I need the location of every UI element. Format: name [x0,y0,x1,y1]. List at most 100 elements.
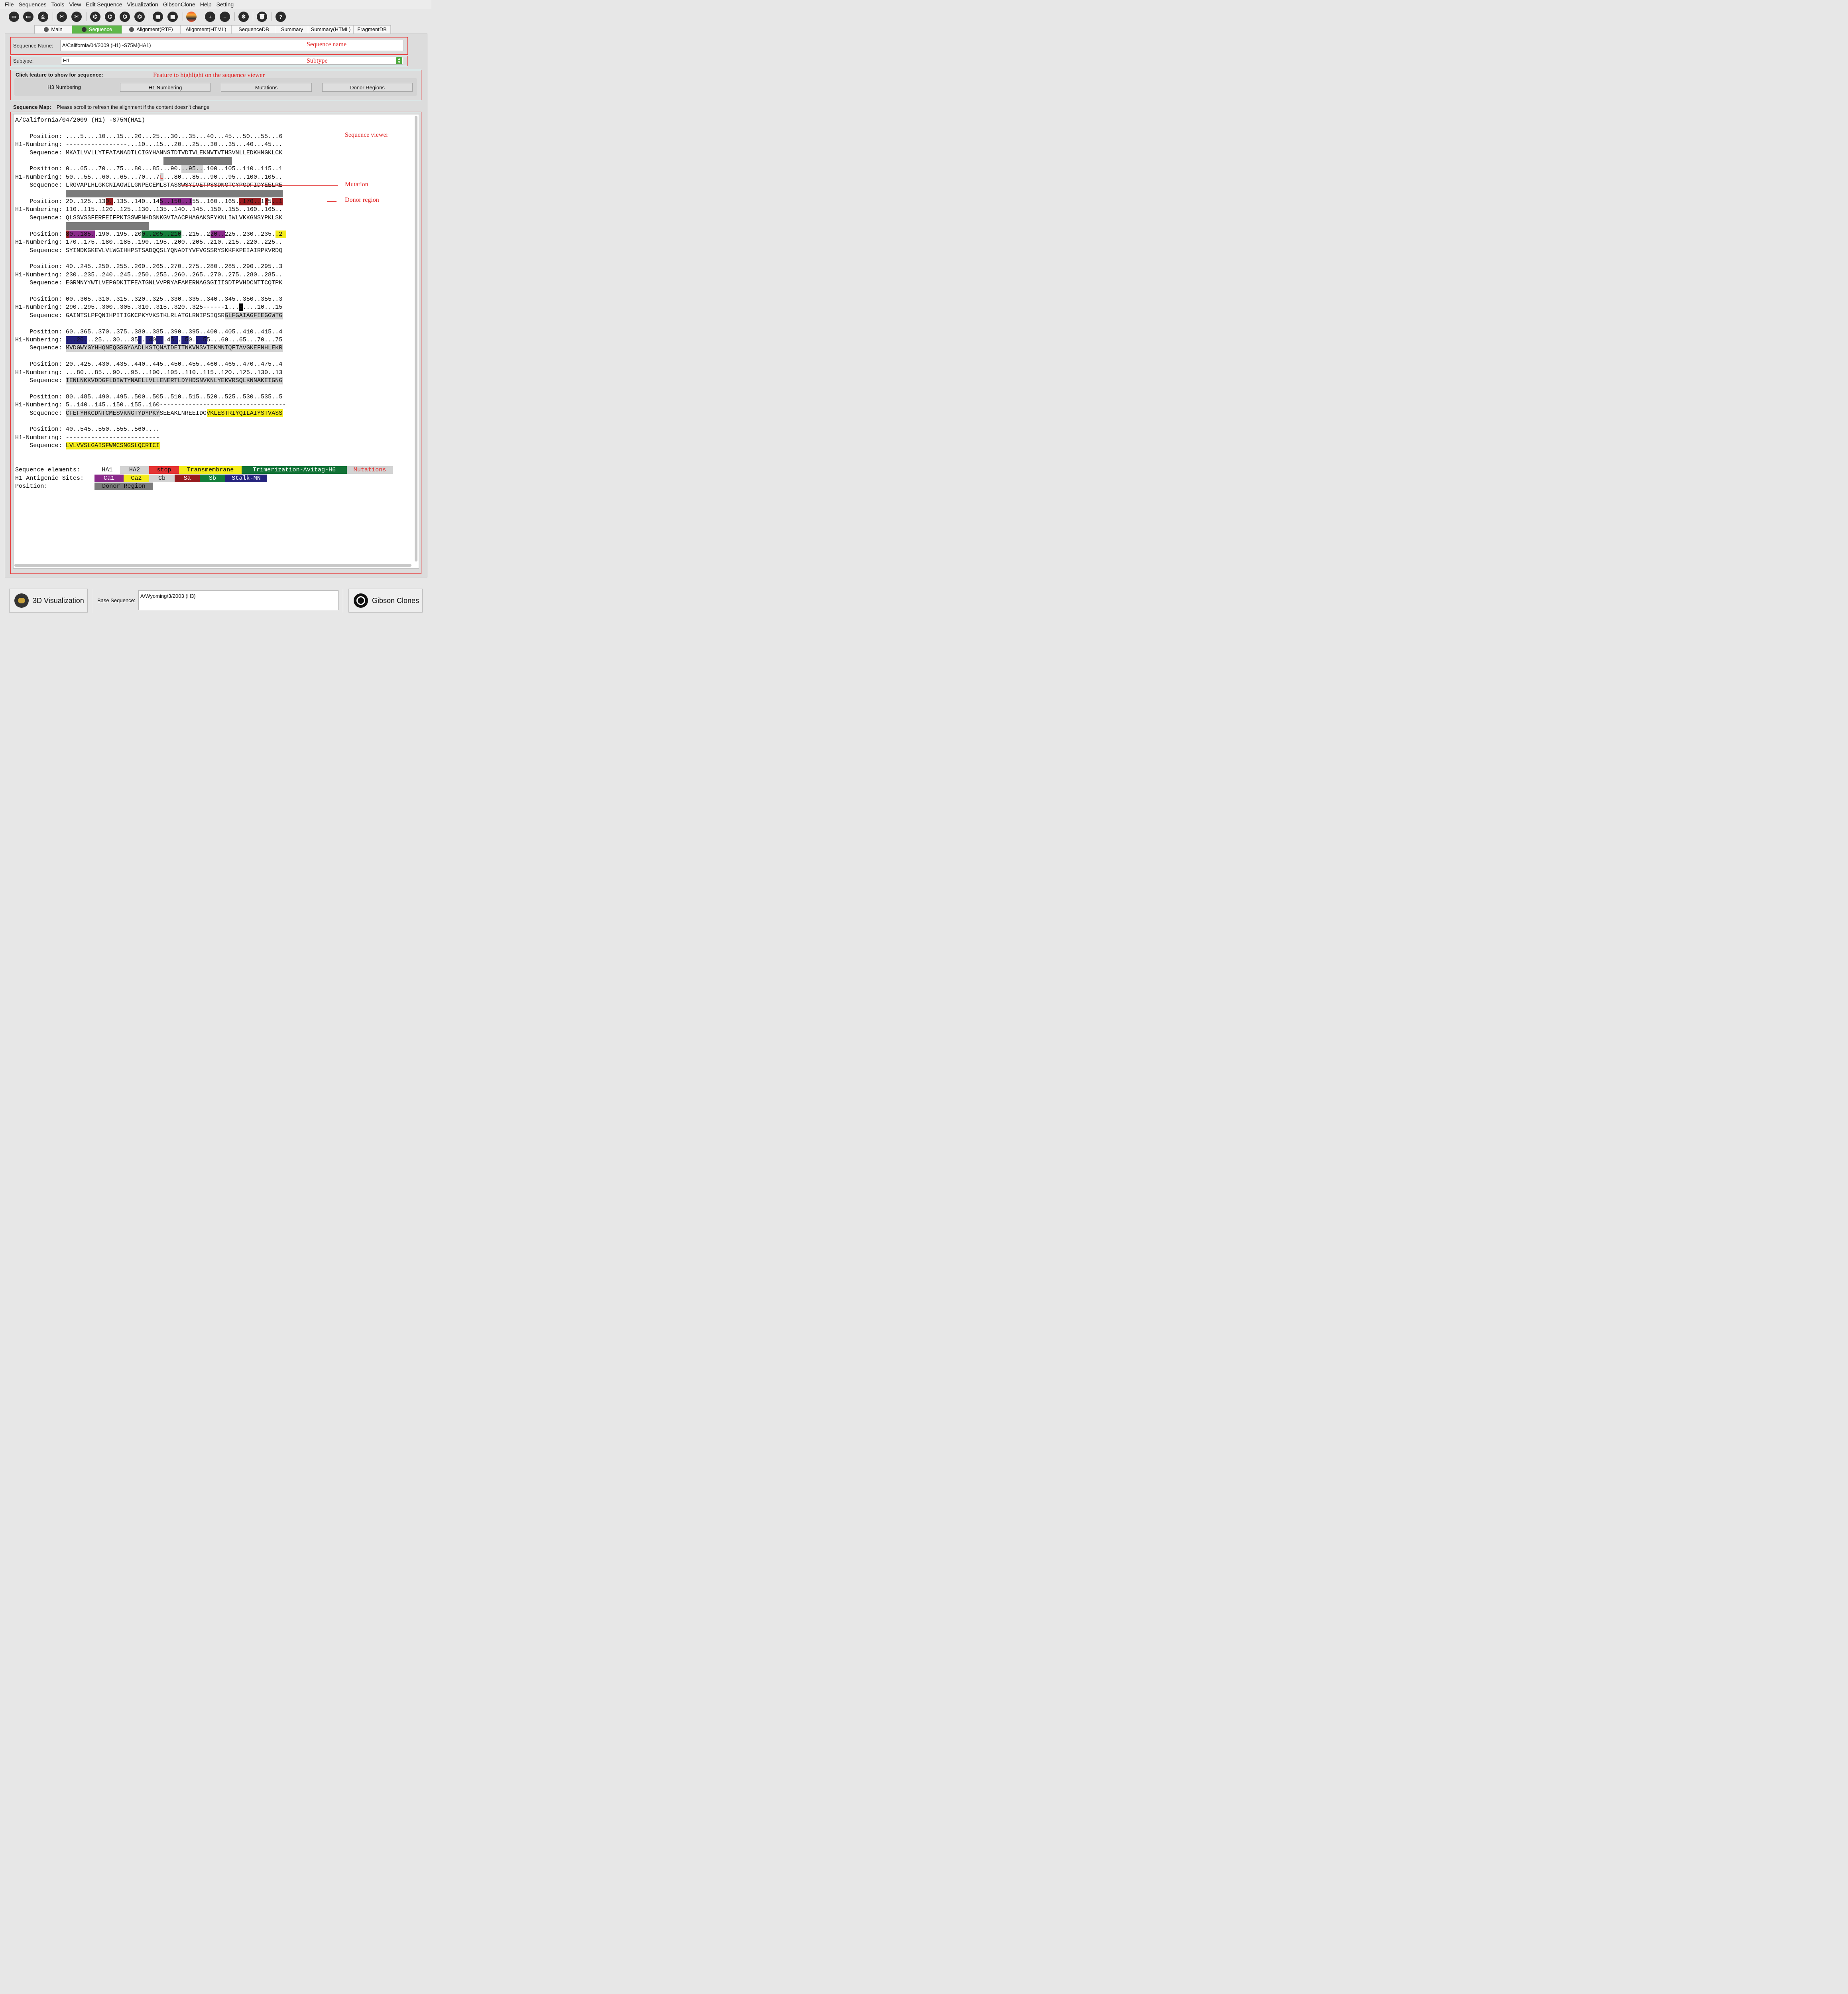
tab-sequencedb[interactable]: SequenceDB [232,26,276,33]
highlight-span [225,311,283,319]
highlight-span [156,336,163,344]
legend-item: Sa [175,474,200,482]
tab-main[interactable]: Main [35,26,72,33]
mutation-marker: L [159,173,163,181]
sequence-viewer[interactable]: A/California/04/2009 (H1) -S75M(HA1) Pos… [13,114,419,569]
base-sequence-input[interactable]: A/Wyoming/3/2003 (H3) [138,590,339,610]
highlight-span [196,336,203,344]
tab-fragmentdb[interactable]: FragmentDB [354,26,391,33]
annotation-mutation: Mutation [345,181,368,188]
settings-icon[interactable]: ⚙ [238,12,249,22]
tab-label: Main [51,26,63,32]
open-folder-icon[interactable]: ▭ [23,12,33,22]
zoom-in-icon[interactable]: + [205,12,215,22]
highlight-span [105,198,113,205]
tab-icon [81,27,87,32]
tab-summary[interactable]: Summary [276,26,308,33]
3d-visualization-button[interactable]: 3D Visualization [9,589,88,613]
legend-item: Transmembrane [179,466,242,474]
tab-alignmenthtml[interactable]: Alignment(HTML) [181,26,232,33]
tab-label: FragmentDB [357,26,387,32]
sequence-map-label: Sequence Map: [13,104,51,110]
highlight-span [207,409,283,417]
sequence-text: A/California/04/2009 (H1) -S75M(HA1) Pos… [15,116,286,449]
highlight-span [181,165,203,173]
ring-icon [354,593,368,608]
donor-regions-button[interactable]: Donor Regions [322,83,413,92]
highlight-span [210,230,225,238]
highlight-span [239,198,261,205]
highlight-span [159,198,193,205]
menu-setting[interactable]: Setting [216,1,234,8]
subtype-label: Subtype: [13,58,34,64]
highlight-span [65,189,283,197]
structure-1-icon[interactable]: ▦ [153,12,163,22]
sequence-name-label: Sequence Name: [13,43,53,49]
menu-tools[interactable]: Tools [51,1,65,8]
help-icon[interactable]: ? [276,12,286,22]
new-file-icon[interactable]: ▭ [9,12,19,22]
trash-icon[interactable]: 🗑 [257,12,267,22]
tab-alignmentrtf[interactable]: Alignment(RTF) [122,26,181,33]
menu-gibsonclone[interactable]: GibsonClone [163,1,195,8]
legend-item: Ca2 [124,474,149,482]
highlight-span [163,157,232,165]
tab-summaryhtml[interactable]: Summary(HTML) [308,26,354,33]
tab-label: Summary [281,26,303,32]
highlight-span [142,230,182,238]
highlight-span [65,230,70,238]
menu-sequences[interactable]: Sequences [18,1,47,8]
feature-label: Click feature to show for sequence: [16,72,103,78]
legend-item: Sb [200,474,225,482]
highlight-span [181,336,189,344]
horizontal-scrollbar[interactable] [14,564,411,567]
menu-view[interactable]: View [69,1,81,8]
subtype-select[interactable]: H1 [61,57,403,65]
feature-box [10,70,421,100]
tab-label: Alignment(HTML) [185,26,226,32]
mutations-button[interactable]: Mutations [221,83,312,92]
base-sequence-label: Base Sequence: [97,597,136,603]
menu-bar: File Sequences Tools View Edit Sequence Visua… [0,0,431,9]
zoom-out-icon[interactable]: − [220,12,230,22]
molecule-4-icon[interactable]: ⌬ [134,12,145,22]
molecule-3-icon[interactable]: ⌬ [120,12,130,22]
tab-sequence[interactable]: Sequence [72,26,122,33]
mutation-pointer-line [181,185,338,186]
h3-numbering-button[interactable]: H3 Numbering [47,84,81,90]
viewer-box [10,112,421,574]
highlight-span [138,336,142,344]
toolbar-separator [234,12,235,21]
cut-left-icon[interactable]: ✂ [57,12,67,22]
highlight-span [276,230,287,238]
legend-item: Trimerization-Avitag-H6 [242,466,347,474]
sequence-name-input[interactable]: A/California/04/2009 (H1) -S75M(HA1) [60,40,404,51]
menu-file[interactable]: File [5,1,14,8]
tab-icon [129,27,134,32]
cut-right-icon[interactable]: ✂ [71,12,82,22]
h1-numbering-button[interactable]: H1 Numbering [120,83,211,92]
highlight-span [65,344,283,352]
print-icon[interactable]: ⎙ [38,12,48,22]
tab-icon [44,27,49,32]
chevron-updown-icon[interactable]: ▲ ▼ [396,57,402,64]
donor-pointer-line [327,201,337,202]
legend-item: HA2 [120,466,149,474]
menu-help[interactable]: Help [200,1,212,8]
color-bars-icon[interactable] [186,12,197,22]
vertical-scrollbar[interactable] [415,116,417,562]
gibson-clones-button[interactable]: Gibson Clones [348,589,423,613]
annotation-sequence-name: Sequence name [307,41,346,48]
molecule-1-icon[interactable]: ⌬ [90,12,100,22]
structure-2-icon[interactable]: ▦ [167,12,178,22]
menu-edit-sequence[interactable]: Edit Sequence [86,1,122,8]
highlight-span [264,198,268,205]
3d-visualization-label: 3D Visualization [33,596,84,605]
menu-visualization[interactable]: Visualization [127,1,158,8]
sequence-name-box [10,37,408,55]
highlight-span [203,336,207,344]
molecule-2-icon[interactable]: ⌬ [105,12,115,22]
tab-label: Sequence [89,26,112,32]
legend-item: stop [149,466,179,474]
highlight-span [65,376,283,384]
